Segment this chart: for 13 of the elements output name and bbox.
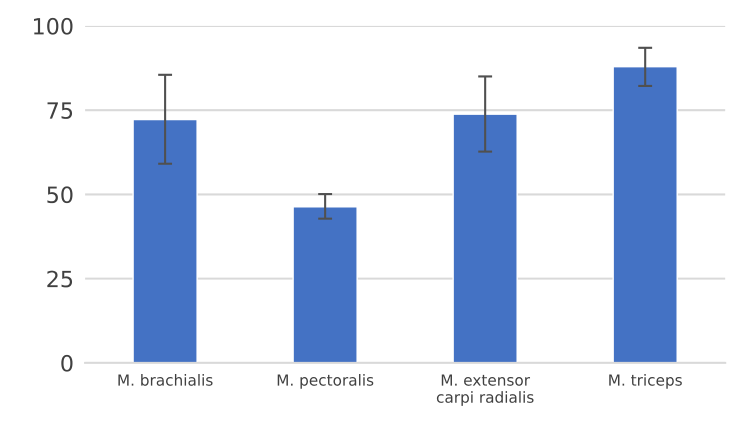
y-tick-label: 50 bbox=[47, 186, 73, 204]
x-tick-label: M. brachialis bbox=[118, 374, 213, 386]
y-tick-label: 75 bbox=[48, 102, 72, 119]
y-tick-label: 0 bbox=[61, 354, 73, 372]
x-tick-label: M. extensor carpi radialis bbox=[436, 374, 534, 406]
bar bbox=[292, 206, 358, 363]
x-tick-label: M. triceps bbox=[609, 374, 682, 389]
bar bbox=[612, 66, 678, 363]
x-tick-label: M. pectoralis bbox=[278, 374, 374, 389]
y-tick-label: 100 bbox=[34, 18, 73, 35]
bar bbox=[452, 114, 518, 363]
y-tick-label: 25 bbox=[47, 270, 72, 288]
bar bbox=[132, 118, 198, 363]
